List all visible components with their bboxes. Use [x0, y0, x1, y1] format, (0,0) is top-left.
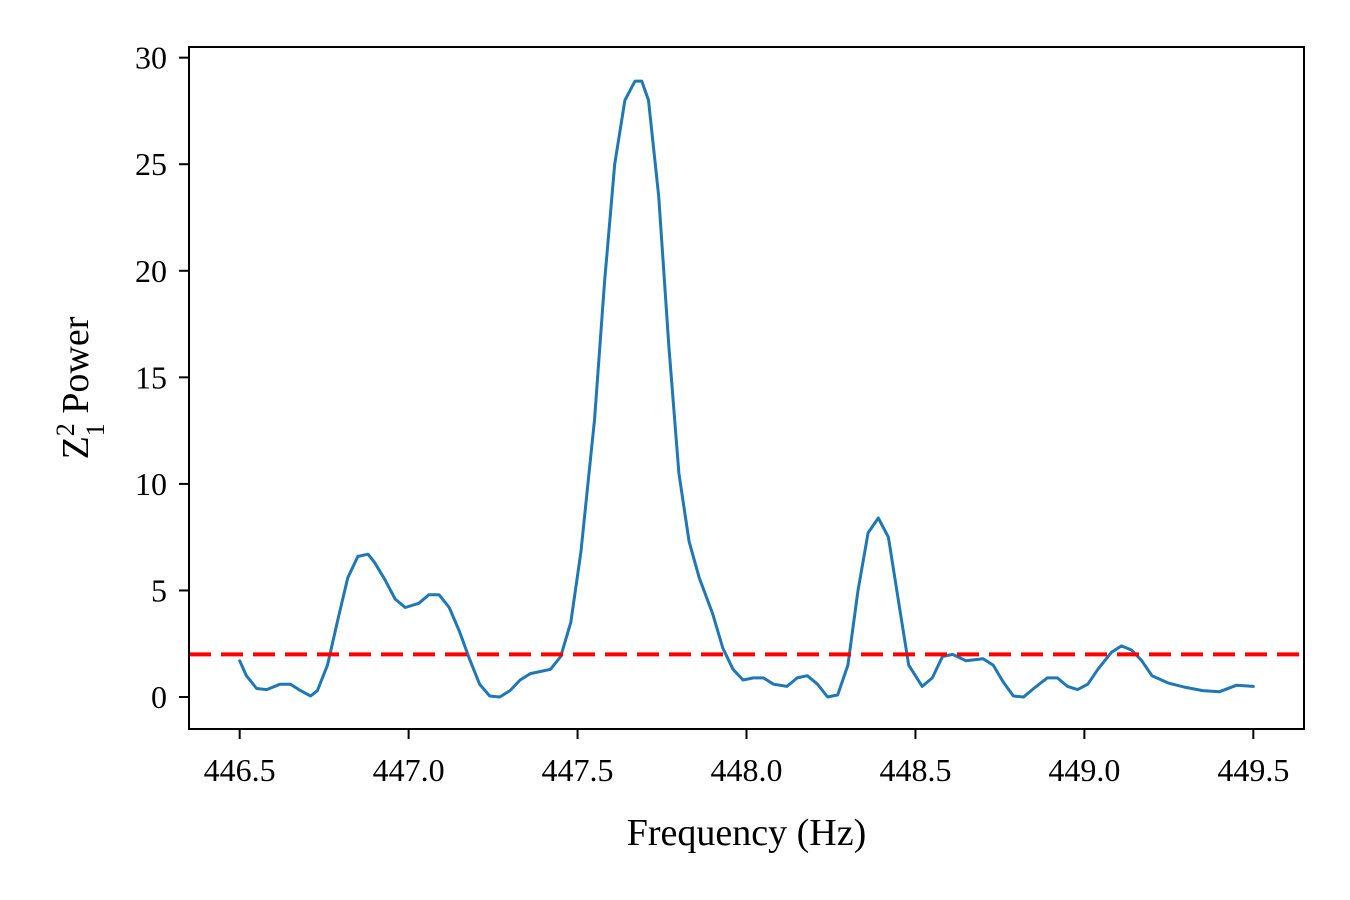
x-tick-label: 447.5	[542, 752, 614, 788]
y-tick-label: 30	[135, 40, 167, 76]
x-tick-label: 449.5	[1217, 752, 1289, 788]
power-spectrum-line	[238, 79, 1255, 699]
y-axis: 0 5 10 15 20 25 30	[135, 40, 189, 715]
y-tick-label: 25	[135, 146, 167, 182]
x-axis: 446.5 447.0 447.5 448.0 448.5 449.0 449.5	[204, 729, 1289, 788]
x-tick-label: 448.5	[879, 752, 951, 788]
y-tick-label: 5	[151, 572, 167, 608]
y-axis-label-base: Z	[55, 436, 97, 459]
y-axis-label-superscript: 2	[51, 423, 80, 436]
y-axis-label: Z21 Power	[51, 316, 110, 459]
y-axis-label-subscript: 1	[81, 423, 110, 436]
y-tick-label: 15	[135, 359, 167, 395]
x-tick-label: 449.0	[1048, 752, 1120, 788]
y-axis-label-rest: Power	[55, 316, 97, 423]
y-tick-label: 0	[151, 679, 167, 715]
y-tick-label: 10	[135, 466, 167, 502]
x-tick-label: 446.5	[204, 752, 276, 788]
x-axis-label: Frequency (Hz)	[627, 812, 867, 854]
x-tick-label: 448.0	[711, 752, 783, 788]
plot-area	[189, 79, 1304, 699]
y-tick-label: 20	[135, 253, 167, 289]
x-tick-label: 447.0	[373, 752, 445, 788]
plot-frame	[188, 46, 1305, 730]
